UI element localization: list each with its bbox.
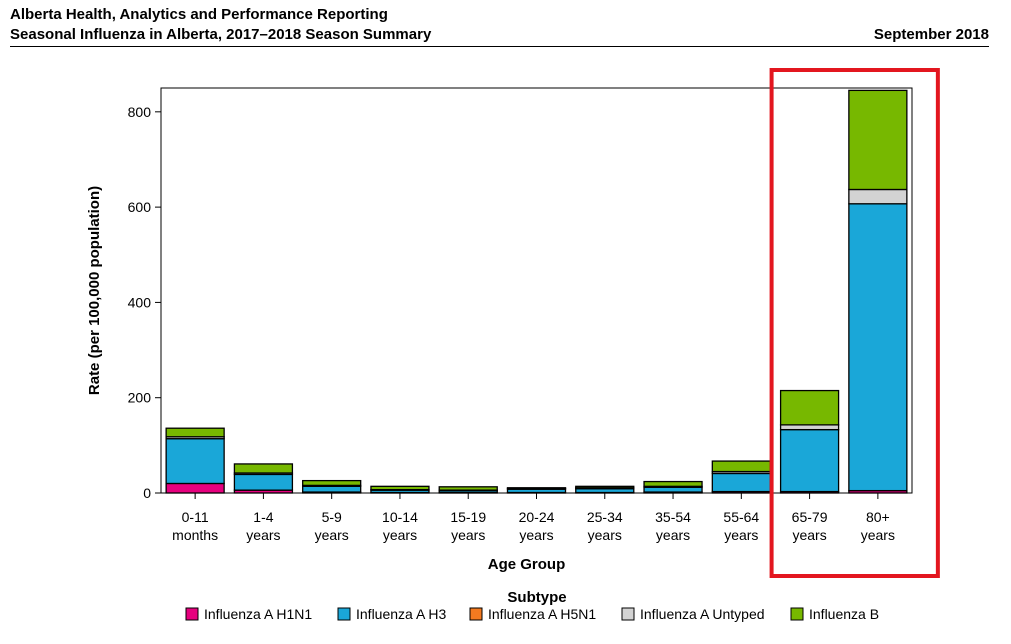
legend-label: Influenza A H3 xyxy=(356,606,447,622)
bar-segment xyxy=(848,203,908,492)
bar-segment xyxy=(779,428,840,493)
bar-segment xyxy=(643,486,703,493)
report-org-title: Alberta Health, Analytics and Performanc… xyxy=(10,6,388,23)
x-tick-label: 35-54 xyxy=(655,509,691,525)
highlight-box xyxy=(769,68,940,578)
bar-segment xyxy=(302,479,362,487)
report-header: Alberta Health, Analytics and Performanc… xyxy=(10,0,989,48)
legend-swatch xyxy=(337,607,351,621)
x-tick-label: 65-79 xyxy=(792,509,828,525)
report-subtitle: Seasonal Influenza in Alberta, 2017–2018… xyxy=(10,26,432,43)
x-tick-sublabel: years xyxy=(792,527,826,543)
bar-segment xyxy=(848,89,908,191)
bar-segment xyxy=(165,427,225,438)
x-axis-title: Age Group xyxy=(488,556,566,573)
bar-segment xyxy=(438,486,498,491)
bar-segment xyxy=(370,485,430,491)
bar-segment xyxy=(233,473,294,491)
report-date: September 2018 xyxy=(873,26,989,43)
legend-swatch xyxy=(621,607,635,621)
legend-label: Influenza A H1N1 xyxy=(204,606,312,622)
bar-segment xyxy=(302,485,362,493)
x-tick-label: 0-11 xyxy=(182,509,209,525)
y-tick-label: 600 xyxy=(128,199,152,215)
legend-label: Influenza A Untyped xyxy=(640,606,765,622)
x-tick-label: 15-19 xyxy=(450,509,486,525)
x-tick-label: 55-64 xyxy=(723,509,759,525)
bar-segment xyxy=(779,389,840,426)
bar-segment xyxy=(165,482,225,494)
x-tick-sublabel: years xyxy=(724,527,758,543)
x-tick-label: 10-14 xyxy=(382,509,418,525)
x-tick-label: 1-4 xyxy=(253,509,273,525)
x-tick-label: 5-9 xyxy=(322,509,342,525)
bar-segment xyxy=(643,480,703,487)
header-rule xyxy=(10,46,989,47)
legend-swatch xyxy=(185,607,199,621)
bar-segment xyxy=(848,188,908,205)
bar-segment xyxy=(711,472,771,493)
legend-title: Subtype xyxy=(507,589,566,606)
y-tick-label: 800 xyxy=(128,104,152,120)
x-tick-label: 80+ xyxy=(866,509,890,525)
y-tick-label: 0 xyxy=(143,485,151,501)
x-tick-sublabel: years xyxy=(383,527,417,543)
bar-segment xyxy=(506,487,567,489)
x-tick-sublabel: years xyxy=(861,527,895,543)
x-tick-label: 20-24 xyxy=(519,509,555,525)
x-tick-sublabel: years xyxy=(451,527,485,543)
bar-segment xyxy=(165,438,225,485)
x-tick-sublabel: years xyxy=(656,527,690,543)
legend-label: Influenza B xyxy=(809,606,879,622)
legend-swatch xyxy=(790,607,804,621)
x-tick-sublabel: years xyxy=(519,527,553,543)
x-tick-label: 25-34 xyxy=(587,509,623,525)
bar-segment xyxy=(575,485,635,489)
x-tick-sublabel: years xyxy=(315,527,349,543)
y-tick-label: 200 xyxy=(128,390,152,406)
x-tick-sublabel: months xyxy=(172,527,218,543)
legend-label: Influenza A H5N1 xyxy=(488,606,596,622)
y-axis-title: Rate (per 100,000 population) xyxy=(86,186,103,395)
legend-swatch xyxy=(469,607,483,621)
y-tick-label: 400 xyxy=(128,294,152,310)
bar-segment xyxy=(233,463,294,474)
x-tick-sublabel: years xyxy=(246,527,280,543)
bar-segment xyxy=(711,460,771,473)
x-tick-sublabel: years xyxy=(588,527,622,543)
bar-segment xyxy=(779,424,840,431)
